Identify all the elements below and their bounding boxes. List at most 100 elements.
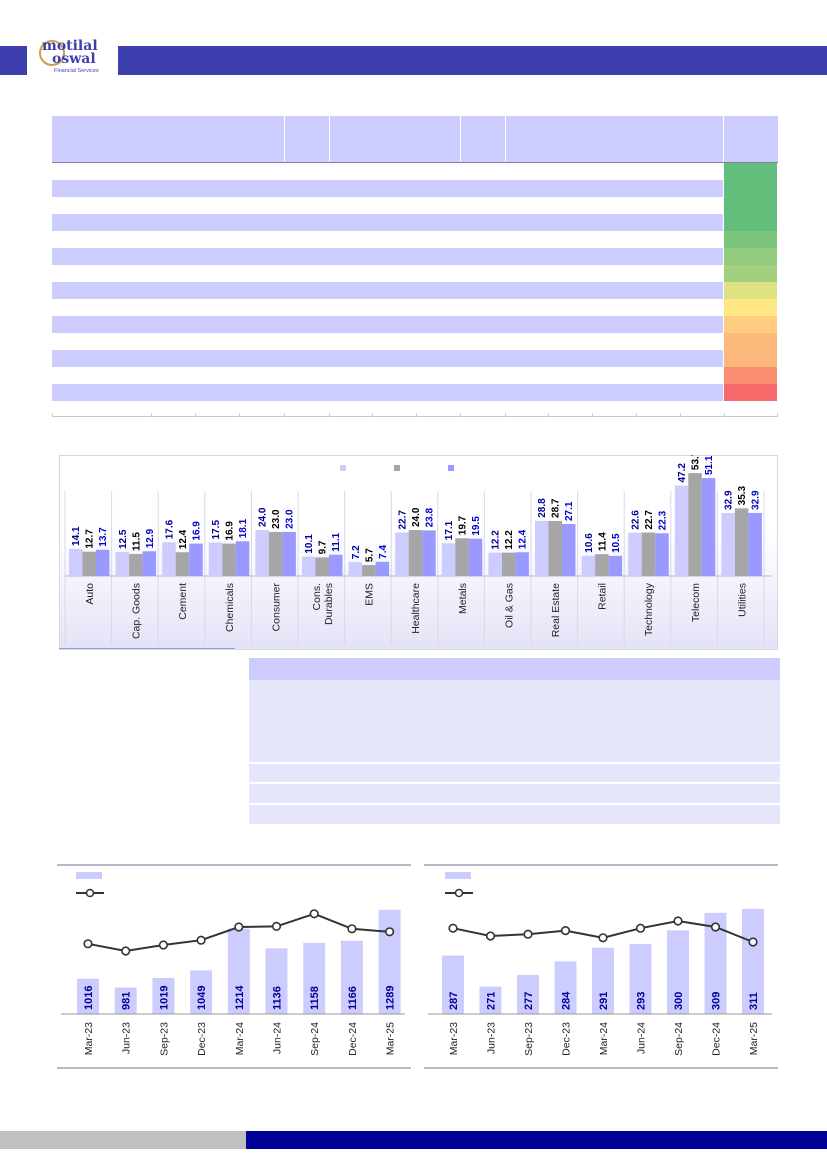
side-table-row [249, 764, 780, 782]
line-marker [673, 916, 683, 926]
data-label: 11.4 [597, 532, 608, 551]
data-label: 1019 [158, 986, 170, 1010]
line-marker [598, 933, 608, 943]
table-header-divider [329, 116, 330, 162]
table-row [52, 180, 723, 197]
line-marker [710, 922, 721, 932]
data-label: 9.7 [318, 540, 329, 554]
bar [608, 555, 623, 576]
category-label: Real Estate [550, 583, 562, 637]
bar [82, 551, 96, 576]
bar [515, 552, 529, 576]
table-tick [372, 413, 373, 417]
category-label: Cement [177, 583, 189, 620]
category-label: Dec-24 [347, 1022, 359, 1056]
side-table-row [249, 805, 780, 824]
bar [77, 978, 99, 1014]
category-label: Mar-23 [448, 1022, 460, 1055]
heatmap-cell [724, 248, 777, 265]
logo-ring-icon [39, 40, 65, 66]
bar [208, 542, 223, 576]
category-label: Telecom [690, 583, 702, 622]
table-header-rule [52, 162, 778, 163]
line-marker [347, 924, 357, 934]
data-label: 10.1 [304, 534, 315, 554]
data-label: 32.9 [751, 490, 762, 510]
bar [395, 532, 409, 576]
table-tick [52, 413, 53, 417]
table-row [52, 350, 723, 367]
line-marker [385, 927, 395, 937]
sector-bar-chart: 14.1 12.7 13.7 Auto 12.5 11.5 12.9 Cap. Goods 17… [64, 455, 771, 645]
data-label: 300 [673, 992, 685, 1010]
bar [595, 554, 609, 576]
heatmap-cell [724, 163, 777, 180]
line-marker [271, 921, 282, 932]
table-row [52, 214, 723, 231]
bar [742, 908, 764, 1014]
bar [468, 538, 483, 576]
data-label: 277 [523, 992, 535, 1010]
bar [348, 562, 363, 576]
data-label: 1016 [83, 986, 95, 1010]
category-label: Jun-23 [121, 1022, 133, 1054]
header-accent-block [0, 46, 27, 75]
bar [535, 520, 549, 576]
bar [222, 543, 236, 576]
table-tick [195, 413, 196, 417]
heatmap-cell [724, 384, 777, 401]
category-label: Sep-23 [158, 1022, 170, 1056]
table-tick [505, 413, 506, 417]
category-label: Mar-24 [234, 1022, 246, 1055]
category-label: Chemicals [224, 583, 236, 632]
footer-grey-bar [0, 1131, 246, 1149]
category-label: Auto [84, 583, 96, 605]
table-header-divider [284, 116, 285, 162]
bar [162, 542, 176, 576]
data-label: 27.1 [564, 501, 575, 521]
header-bar [118, 46, 827, 75]
category-label: Utilities [736, 583, 748, 617]
data-label: 19.5 [471, 516, 482, 536]
bar [315, 557, 329, 576]
bar [189, 543, 203, 576]
data-label: 1136 [272, 986, 284, 1010]
category-label: Jun-24 [636, 1022, 648, 1054]
line-marker [448, 923, 458, 933]
data-label: 47.2 [677, 463, 688, 483]
data-label: 24.0 [411, 507, 422, 527]
table-tick [416, 413, 417, 417]
bar [175, 552, 190, 576]
legend-bar-swatch [76, 872, 102, 879]
bar [479, 986, 502, 1014]
logo-subtitle: Financial Services [54, 68, 99, 74]
line-marker [748, 937, 758, 947]
data-label: 1289 [385, 986, 397, 1010]
bar [235, 541, 250, 576]
data-label: 23.0 [271, 509, 282, 529]
logo-line1: motilal [42, 38, 98, 54]
bar [748, 512, 762, 576]
data-label: 284 [561, 991, 573, 1010]
data-label: 1049 [196, 986, 208, 1010]
table-tick [329, 413, 330, 417]
bar [340, 940, 363, 1014]
bar [142, 551, 157, 576]
category-label: Dec-23 [196, 1022, 208, 1056]
side-table-row [249, 784, 780, 803]
legend-bar-swatch [445, 872, 471, 879]
table-header-divider [460, 116, 461, 162]
table-tick [777, 413, 778, 417]
data-label: 17.1 [444, 520, 455, 540]
table-tick [239, 413, 240, 417]
line-marker [523, 929, 533, 939]
heatmap-cell [724, 282, 777, 299]
bar [227, 928, 250, 1014]
bar [701, 478, 716, 576]
category-label: Technology [643, 582, 655, 636]
table-tick [636, 413, 637, 417]
heatmap-cell [724, 197, 777, 214]
bar [114, 987, 137, 1014]
data-label: 12.5 [118, 529, 129, 549]
table-row [52, 282, 723, 299]
